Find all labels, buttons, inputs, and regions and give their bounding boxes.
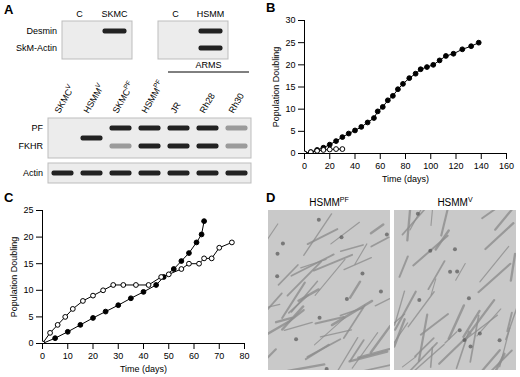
svg-text:A: A <box>4 2 14 17</box>
svg-text:20: 20 <box>23 232 33 242</box>
html-text:B: B <box>266 0 276 15</box>
svg-text:100: 100 <box>423 161 438 171</box>
svg-text:20: 20 <box>285 60 295 70</box>
svg-text:Rh28: Rh28 <box>198 91 217 115</box>
svg-text:Time (days): Time (days) <box>120 364 167 374</box>
svg-text:HSMMV: HSMMV <box>80 81 107 115</box>
svg-text:0: 0 <box>290 148 295 158</box>
svg-text:C: C <box>76 9 83 19</box>
svg-text:SkM-Actin: SkM-Actin <box>16 43 57 53</box>
svg-text:FKHR: FKHR <box>19 141 44 151</box>
svg-text:5: 5 <box>290 126 295 136</box>
html-text:C: C <box>4 190 14 205</box>
svg-text:20: 20 <box>88 351 98 361</box>
svg-text:15: 15 <box>285 82 295 92</box>
svg-text:25: 25 <box>23 205 33 215</box>
svg-text:JR: JR <box>169 100 183 115</box>
html-text:D: D <box>266 190 276 205</box>
svg-text:Actin: Actin <box>23 168 43 178</box>
svg-text:SKMCPF: SKMCPF <box>109 79 137 115</box>
svg-text:Population Doubling: Population Doubling <box>9 237 19 318</box>
svg-text:HSMM: HSMM <box>197 9 225 19</box>
svg-text:80: 80 <box>400 161 410 171</box>
svg-text:80: 80 <box>239 351 249 361</box>
svg-text:140: 140 <box>474 161 489 171</box>
svg-text:70: 70 <box>214 351 224 361</box>
svg-text:0: 0 <box>28 338 33 348</box>
svg-text:10: 10 <box>63 351 73 361</box>
svg-text:Desmin: Desmin <box>26 26 57 36</box>
html-text:HSMMPF: HSMMPF <box>309 196 349 209</box>
svg-text:0: 0 <box>40 351 45 361</box>
svg-text:20: 20 <box>325 161 335 171</box>
svg-text:SKMCV: SKMCV <box>51 82 77 115</box>
svg-text:Rh30: Rh30 <box>227 91 246 115</box>
svg-text:60: 60 <box>375 161 385 171</box>
svg-text:SKMC: SKMC <box>101 9 128 19</box>
svg-text:Time (days): Time (days) <box>382 174 429 184</box>
svg-text:60: 60 <box>189 351 199 361</box>
svg-text:C: C <box>172 9 179 19</box>
svg-text:ARMS: ARMS <box>195 60 221 70</box>
svg-text:HSMMPF: HSMMPF <box>138 78 166 115</box>
svg-text:120: 120 <box>448 161 463 171</box>
svg-text:10: 10 <box>285 104 295 114</box>
svg-text:PF: PF <box>31 123 43 133</box>
svg-text:15: 15 <box>23 259 33 269</box>
svg-text:40: 40 <box>350 161 360 171</box>
svg-text:0: 0 <box>302 161 307 171</box>
svg-text:10: 10 <box>23 285 33 295</box>
svg-text:5: 5 <box>28 312 33 322</box>
svg-text:Population Doubling: Population Doubling <box>271 47 281 128</box>
svg-text:50: 50 <box>164 351 174 361</box>
svg-text:30: 30 <box>113 351 123 361</box>
svg-text:40: 40 <box>138 351 148 361</box>
svg-text:25: 25 <box>285 38 295 48</box>
svg-text:30: 30 <box>285 15 295 25</box>
svg-text:160: 160 <box>499 161 514 171</box>
html-text:HSMMV: HSMMV <box>437 196 473 209</box>
